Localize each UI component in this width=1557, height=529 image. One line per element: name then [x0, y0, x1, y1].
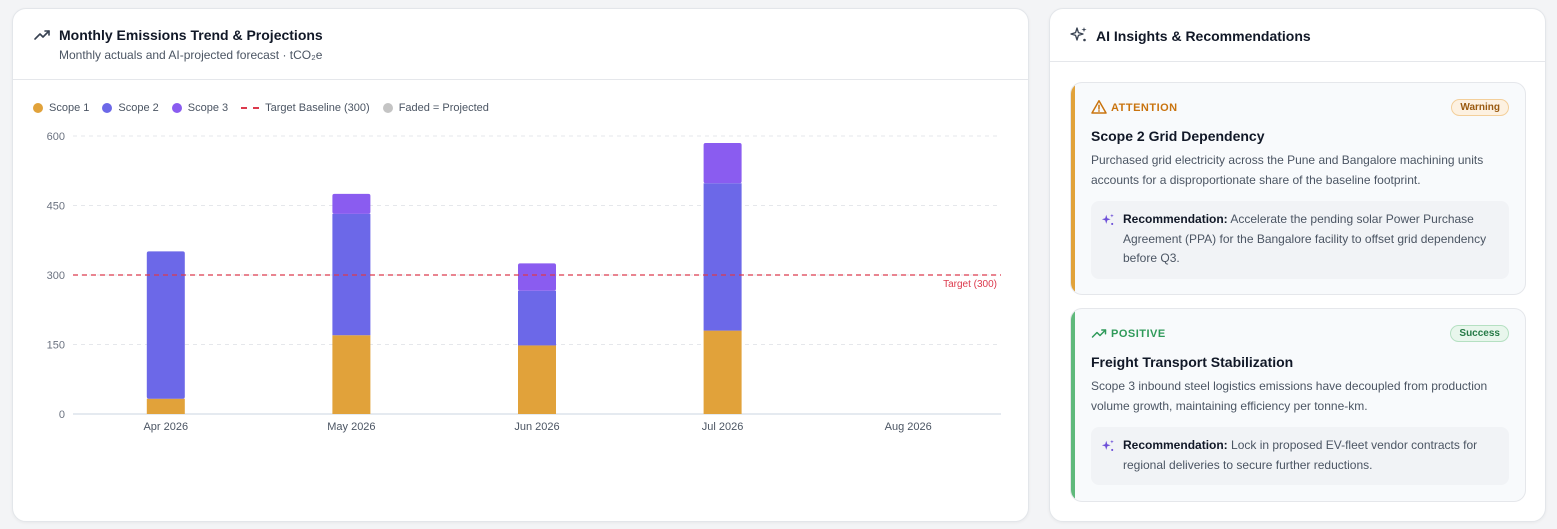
bar-segment-scope-3 — [518, 263, 556, 291]
legend-target-baseline[interactable]: Target Baseline (300) — [241, 102, 370, 114]
legend-projected-swatch — [382, 103, 393, 113]
insight-card-positive[interactable]: POSITIVE Success Freight Transport Stabi… — [1070, 308, 1526, 502]
insight-title: Scope 2 Grid Dependency — [1091, 128, 1265, 144]
recommendation-text: Recommendation: Accelerate the pending s… — [1123, 210, 1503, 269]
emissions-bar-chart: 0 150 300 450 600 Apr 2026 May 2026 Jun 2026 Jul… — [47, 131, 1001, 433]
bar-segment-scope-2 — [703, 183, 742, 331]
recommendation-box: Recommendation: Accelerate the pending s… — [1091, 201, 1509, 279]
chart-subtitle: Monthly actuals and AI-projected forecas… — [59, 48, 323, 62]
x-tick-label: Apr 2026 — [143, 421, 188, 433]
trend-up-icon — [34, 30, 50, 40]
emissions-chart-card: Monthly Emissions Trend & Projections Mo… — [12, 8, 1029, 522]
insight-kicker: POSITIVE — [1111, 328, 1166, 340]
bar-segment-scope-1 — [146, 398, 185, 414]
y-tick-label: 0 — [59, 409, 65, 421]
x-tick-label: Aug 2026 — [885, 421, 932, 433]
legend-scope-3-swatch — [171, 103, 182, 113]
y-tick-label: 300 — [47, 270, 65, 282]
bar-segment-scope-3 — [703, 142, 742, 184]
insight-card-attention[interactable]: ATTENTION Warning Scope 2 Grid Dependenc… — [1070, 82, 1526, 295]
insight-accent-bar — [1071, 309, 1075, 501]
bar-segment-scope-1 — [518, 345, 556, 414]
sparkles-icon — [1101, 213, 1114, 225]
x-tick-label: Jun 2026 — [514, 421, 559, 433]
x-tick-label: May 2026 — [327, 421, 375, 433]
legend-scope-3-label: Scope 3 — [187, 102, 229, 114]
recommendation-text: Recommendation: Lock in proposed EV-flee… — [1123, 436, 1503, 475]
bar-segment-scope-3 — [332, 193, 371, 214]
chart-card-header: Monthly Emissions Trend & Projections Mo… — [13, 9, 1028, 80]
bar-segment-scope-2 — [146, 251, 185, 399]
legend-projected: Faded = Projected — [382, 102, 489, 114]
status-badge: Warning — [1451, 99, 1509, 116]
recommendation-body: Accelerate the pending solar Power Purch… — [1123, 212, 1487, 265]
target-label: Target (300) — [943, 279, 997, 290]
bar-segment-scope-1 — [332, 335, 371, 414]
status-badge: Success — [1450, 325, 1509, 342]
sparkles-icon — [1101, 439, 1114, 451]
insights-title: AI Insights & Recommendations — [1096, 28, 1311, 44]
bar-segment-scope-2 — [518, 290, 556, 346]
insight-accent-bar — [1071, 83, 1075, 294]
insight-description: Purchased grid electricity across the Pu… — [1091, 153, 1484, 187]
insights-card-header: AI Insights & Recommendations — [1050, 9, 1545, 62]
insight-title: Freight Transport Stabilization — [1091, 354, 1294, 370]
trend-up-icon — [1091, 329, 1107, 338]
warning-triangle-icon — [1091, 100, 1107, 114]
recommendation-body: Lock in proposed EV-fleet vendor contrac… — [1123, 438, 1478, 472]
insights-card: AI Insights & Recommendations ATTENTION … — [1049, 8, 1546, 522]
recommendation-label: Recommendation: — [1123, 212, 1228, 226]
legend-target-label: Target Baseline (300) — [265, 102, 370, 114]
y-tick-label: 150 — [47, 340, 65, 352]
insight-kicker: ATTENTION — [1111, 102, 1178, 114]
legend-scope-2-swatch — [102, 103, 113, 113]
legend-scope-2[interactable]: Scope 2 — [102, 102, 159, 114]
recommendation-label: Recommendation: — [1123, 438, 1228, 452]
insight-description: Scope 3 inbound steel logistics emission… — [1091, 379, 1488, 413]
x-tick-label: Jul 2026 — [702, 421, 744, 433]
chart-legend: Scope 1 Scope 2 Scope 3 Target Baseline … — [33, 101, 502, 115]
y-tick-label: 450 — [47, 201, 65, 213]
legend-projected-label: Faded = Projected — [398, 102, 489, 114]
legend-scope-3[interactable]: Scope 3 — [171, 102, 229, 114]
y-tick-label: 600 — [47, 131, 65, 143]
sparkles-icon — [1070, 27, 1087, 42]
recommendation-box: Recommendation: Lock in proposed EV-flee… — [1091, 427, 1509, 485]
bar-segment-scope-1 — [703, 330, 742, 414]
legend-target-swatch — [241, 107, 260, 109]
legend-scope-2-label: Scope 2 — [118, 102, 159, 114]
chart-title: Monthly Emissions Trend & Projections — [59, 27, 323, 43]
legend-scope-1-swatch — [33, 103, 43, 113]
legend-scope-1[interactable]: Scope 1 — [33, 102, 89, 114]
legend-scope-1-label: Scope 1 — [49, 102, 90, 114]
